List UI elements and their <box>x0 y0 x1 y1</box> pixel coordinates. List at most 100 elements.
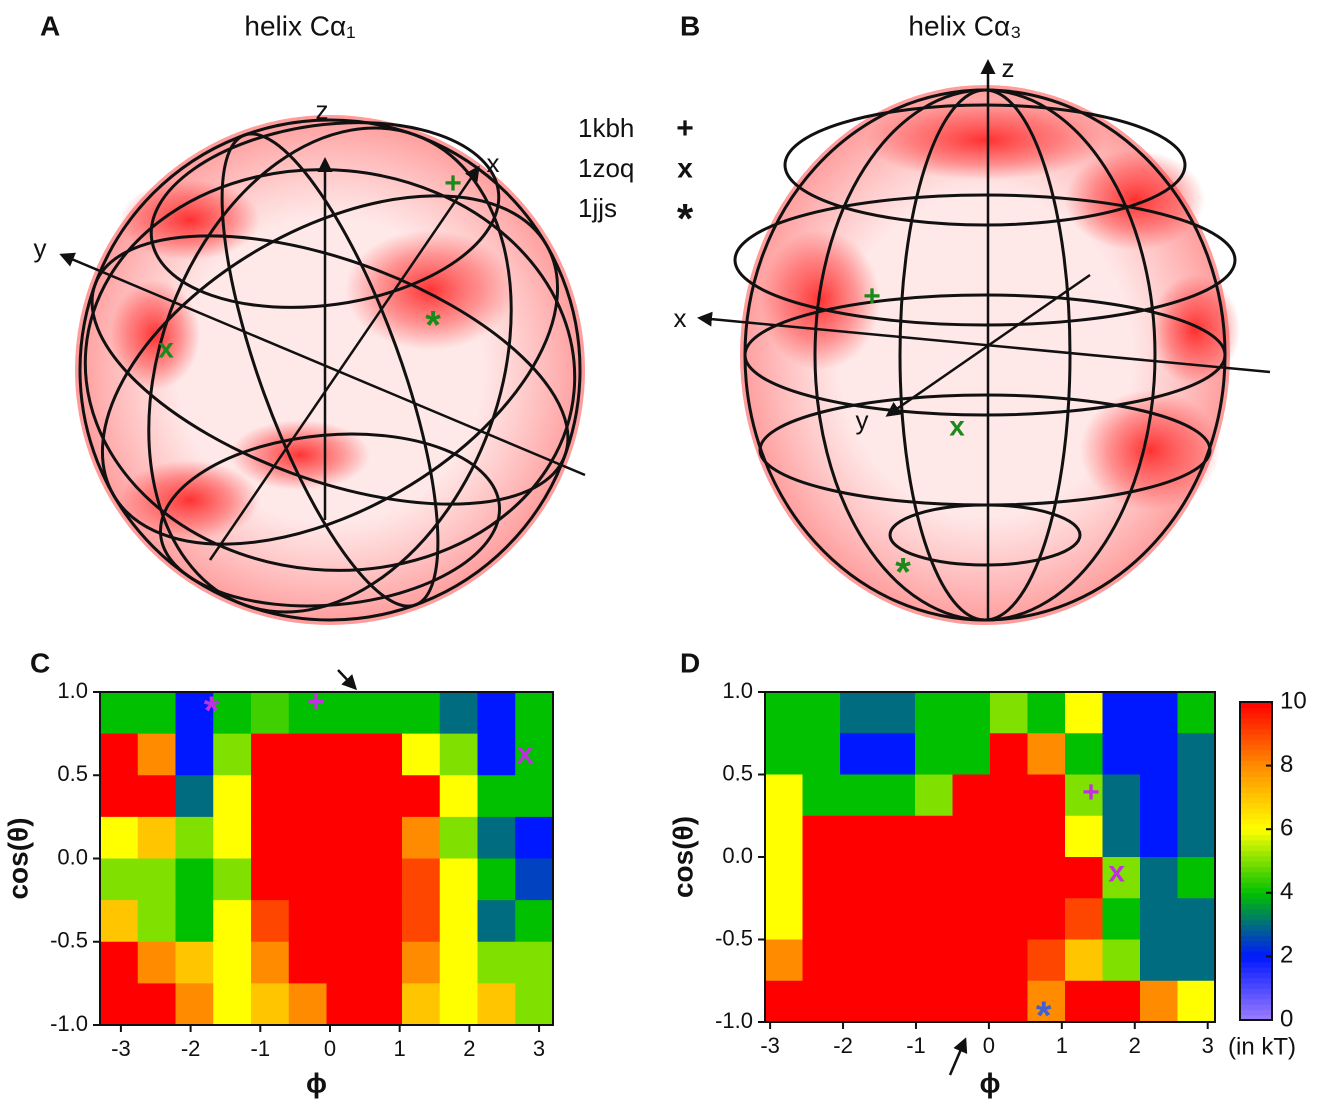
heat-cell <box>364 900 402 942</box>
colorbar-step <box>1240 972 1272 978</box>
heat-cell <box>100 859 138 901</box>
colorbar-step <box>1240 845 1272 851</box>
legend-symbol: * <box>677 195 694 242</box>
heat-cell <box>327 775 365 817</box>
structure-marker: + <box>307 686 325 719</box>
heat-cell <box>327 859 365 901</box>
heat-cell <box>803 816 841 858</box>
colorbar-step <box>1240 978 1272 984</box>
colorbar-step <box>1240 718 1272 724</box>
heat-cell <box>803 940 841 982</box>
structure-marker: * <box>425 304 441 348</box>
x-tick-label: -1 <box>251 1036 271 1061</box>
heat-cell <box>1178 981 1216 1023</box>
heat-cell <box>765 733 803 775</box>
colorbar-step <box>1240 962 1272 968</box>
heat-cell <box>364 817 402 859</box>
colorbar-step <box>1240 850 1272 856</box>
heat-cell <box>515 942 553 984</box>
heat-cell <box>840 775 878 817</box>
colorbar-step <box>1240 914 1272 920</box>
heat-cell <box>1140 940 1178 982</box>
heat-cell <box>440 692 478 734</box>
heat-cell <box>213 734 251 776</box>
heat-cell <box>878 898 916 940</box>
heat-cell <box>100 983 138 1025</box>
heat-cell <box>100 817 138 859</box>
heat-cell <box>803 692 841 734</box>
structure-marker: + <box>444 167 462 200</box>
heat-cell <box>990 692 1028 734</box>
structure-marker: x <box>1108 855 1125 888</box>
heat-cell <box>251 734 289 776</box>
heat-cell <box>440 983 478 1025</box>
heat-cell <box>1178 816 1216 858</box>
colorbar-step <box>1240 999 1272 1005</box>
heat-cell <box>515 859 553 901</box>
heat-cell <box>990 898 1028 940</box>
x-tick-label: -3 <box>760 1033 780 1058</box>
colorbar-step <box>1240 755 1272 761</box>
axis-label: x <box>674 303 687 333</box>
heat-cell <box>840 940 878 982</box>
colorbar-tick-label: 0 <box>1280 1005 1293 1032</box>
x-tick-label: 1 <box>394 1036 406 1061</box>
heat-cell <box>765 816 803 858</box>
heat-cell <box>1103 775 1141 817</box>
x-tick-label: -1 <box>906 1033 926 1058</box>
y-tick-label: 0.0 <box>57 844 88 869</box>
legend-symbol: + <box>676 112 694 145</box>
heat-cell <box>1178 857 1216 899</box>
heat-cell <box>100 942 138 984</box>
heat-cell <box>803 857 841 899</box>
heat-cell <box>440 775 478 817</box>
panel-title: helix Cα₁ <box>244 10 355 41</box>
heat-cell <box>990 857 1028 899</box>
annotation-arrow <box>338 670 355 688</box>
heat-cell <box>1028 898 1066 940</box>
colorbar-step <box>1240 803 1272 809</box>
axis-label: y <box>856 405 869 435</box>
heat-cell <box>1103 816 1141 858</box>
colorbar-step <box>1240 856 1272 862</box>
y-axis-label: cos(θ) <box>2 817 33 899</box>
heat-cell <box>953 692 991 734</box>
heat-cell <box>765 692 803 734</box>
legend-label: 1kbh <box>578 113 634 143</box>
y-tick-label: -1.0 <box>715 1008 753 1033</box>
heat-cell <box>765 857 803 899</box>
panel-letter: B <box>680 10 700 41</box>
colorbar-step <box>1240 813 1272 819</box>
x-tick-label: 1 <box>1056 1033 1068 1058</box>
heat-cell <box>213 775 251 817</box>
heat-cell <box>765 940 803 982</box>
heat-cell <box>953 816 991 858</box>
x-tick-label: 0 <box>983 1033 995 1058</box>
heat-cell <box>138 859 176 901</box>
x-tick-label: -2 <box>833 1033 853 1058</box>
heat-cell <box>878 775 916 817</box>
heat-cell <box>515 900 553 942</box>
heat-cell <box>878 981 916 1023</box>
heat-cell <box>364 859 402 901</box>
heat-cell <box>327 734 365 776</box>
heat-cell <box>251 692 289 734</box>
y-axis-label: cos(θ) <box>667 816 698 898</box>
heat-cell <box>1103 981 1141 1023</box>
heat-cell <box>1140 733 1178 775</box>
structure-marker: x <box>949 410 965 441</box>
colorbar-step <box>1240 935 1272 941</box>
colorbar-step <box>1240 877 1272 883</box>
colorbar-step <box>1240 819 1272 825</box>
heat-cell <box>915 733 953 775</box>
structure-marker: + <box>863 280 881 313</box>
heat-cell <box>1140 857 1178 899</box>
colorbar-step <box>1240 909 1272 915</box>
colorbar-step <box>1240 776 1272 782</box>
x-tick-label: 2 <box>463 1036 475 1061</box>
heat-cell <box>289 900 327 942</box>
heat-cell <box>1065 857 1103 899</box>
colorbar-step <box>1240 835 1272 841</box>
heat-cell <box>953 775 991 817</box>
figure: A helix Cα₁ z y x + x * 1kbh + 1zoq <box>0 0 1325 1104</box>
